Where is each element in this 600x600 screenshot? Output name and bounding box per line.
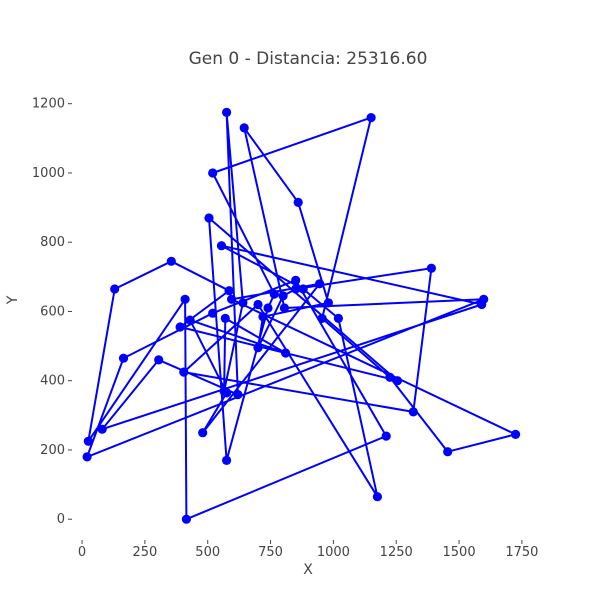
data-point — [181, 514, 191, 524]
data-point — [381, 431, 391, 441]
data-point — [208, 308, 218, 318]
data-point — [233, 390, 243, 400]
y-tick-label: 200 — [40, 443, 65, 458]
data-point — [180, 294, 190, 304]
series-layer — [82, 107, 521, 524]
data-point — [269, 289, 279, 299]
data-point — [82, 452, 92, 462]
x-tick-label: 1750 — [505, 545, 538, 560]
data-point — [154, 355, 164, 365]
data-point — [227, 294, 237, 304]
y-tick-label: 800 — [40, 235, 65, 250]
data-point — [198, 428, 208, 438]
y-tick-label: 1200 — [32, 97, 65, 112]
data-point — [258, 312, 268, 322]
data-point — [253, 343, 263, 353]
y-tick-label: 0 — [57, 512, 65, 527]
data-point — [179, 367, 189, 377]
x-tick-label: 1500 — [443, 545, 476, 560]
data-point — [315, 279, 325, 289]
data-point — [298, 284, 308, 294]
data-point — [426, 263, 436, 273]
data-point — [166, 256, 176, 266]
data-point — [216, 241, 227, 251]
data-point — [185, 315, 195, 325]
data-point — [372, 492, 382, 502]
x-axis-ticks: 0 250 500 750 1000 1250 1500 1750 — [78, 540, 538, 560]
data-point — [110, 284, 120, 294]
data-point — [204, 213, 214, 223]
data-point — [224, 286, 234, 296]
x-tick-label: 750 — [258, 545, 283, 560]
data-point — [263, 303, 273, 313]
data-point — [208, 168, 218, 178]
data-point — [97, 424, 107, 434]
data-point — [222, 455, 232, 465]
data-point — [222, 107, 232, 117]
x-tick-label: 250 — [132, 545, 157, 560]
data-point — [220, 313, 230, 323]
data-point — [278, 291, 288, 301]
data-point — [443, 447, 453, 457]
y-tick-label: 600 — [40, 304, 65, 319]
data-point — [317, 313, 327, 323]
data-point — [291, 284, 301, 294]
data-point — [477, 299, 487, 310]
data-point — [293, 197, 303, 207]
x-tick-label: 0 — [78, 545, 86, 560]
data-point — [281, 348, 291, 358]
y-tick-label: 1000 — [32, 166, 65, 181]
y-axis-label: Y — [5, 295, 21, 305]
data-point — [253, 299, 263, 310]
data-point — [366, 113, 376, 123]
x-tick-label: 500 — [195, 545, 220, 560]
data-point — [118, 353, 129, 363]
data-point — [83, 436, 93, 446]
y-tick-label: 400 — [40, 374, 65, 389]
data-point — [222, 388, 232, 398]
data-point — [238, 298, 248, 308]
x-axis-label: X — [303, 562, 313, 578]
data-point — [408, 407, 418, 417]
data-point — [333, 313, 343, 323]
data-point — [323, 298, 333, 308]
data-point — [291, 275, 301, 285]
series-line — [86, 111, 517, 521]
data-point — [239, 123, 249, 133]
chart-title: Gen 0 - Distancia: 25316.60 — [189, 49, 428, 69]
data-point — [279, 303, 289, 313]
y-axis-ticks: 0 200 400 600 800 1000 1200 — [32, 97, 72, 527]
x-tick-label: 1250 — [380, 545, 413, 560]
data-point — [510, 429, 521, 439]
x-tick-label: 1000 — [317, 545, 350, 560]
data-point — [175, 322, 185, 332]
data-point — [392, 376, 403, 386]
data-point — [385, 372, 395, 382]
